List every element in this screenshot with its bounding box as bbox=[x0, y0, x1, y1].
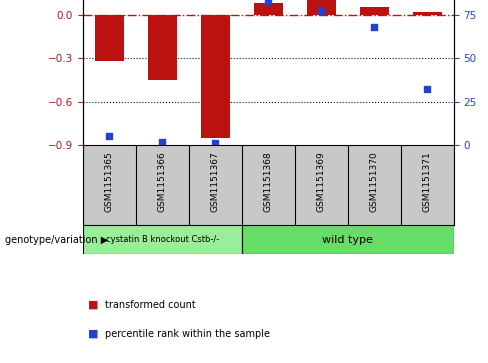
Bar bbox=[148, 15, 177, 80]
Bar bbox=[254, 3, 283, 15]
Text: genotype/variation ▶: genotype/variation ▶ bbox=[5, 234, 108, 245]
Text: ■: ■ bbox=[88, 300, 99, 310]
Point bbox=[424, 86, 431, 92]
Point bbox=[159, 139, 166, 144]
Text: GSM1151367: GSM1151367 bbox=[211, 152, 220, 212]
Text: transformed count: transformed count bbox=[105, 300, 196, 310]
Point bbox=[318, 8, 325, 14]
Bar bbox=[307, 0, 336, 15]
Bar bbox=[83, 225, 242, 254]
Text: GSM1151371: GSM1151371 bbox=[423, 152, 432, 212]
Bar bbox=[95, 15, 124, 61]
Point bbox=[211, 140, 219, 146]
Text: GSM1151370: GSM1151370 bbox=[370, 152, 379, 212]
Point bbox=[105, 134, 113, 139]
Bar bbox=[413, 12, 442, 15]
Text: wild type: wild type bbox=[323, 234, 373, 245]
Bar bbox=[242, 225, 454, 254]
Text: GSM1151369: GSM1151369 bbox=[317, 152, 326, 212]
Text: GSM1151365: GSM1151365 bbox=[105, 152, 114, 212]
Bar bbox=[360, 7, 389, 15]
Point bbox=[370, 24, 378, 30]
Text: GSM1151368: GSM1151368 bbox=[264, 152, 273, 212]
Text: GSM1151366: GSM1151366 bbox=[158, 152, 167, 212]
Text: cystatin B knockout Cstb-/-: cystatin B knockout Cstb-/- bbox=[106, 235, 219, 244]
Bar bbox=[201, 15, 230, 138]
Text: ■: ■ bbox=[88, 329, 99, 339]
Point bbox=[264, 0, 272, 4]
Text: percentile rank within the sample: percentile rank within the sample bbox=[105, 329, 270, 339]
